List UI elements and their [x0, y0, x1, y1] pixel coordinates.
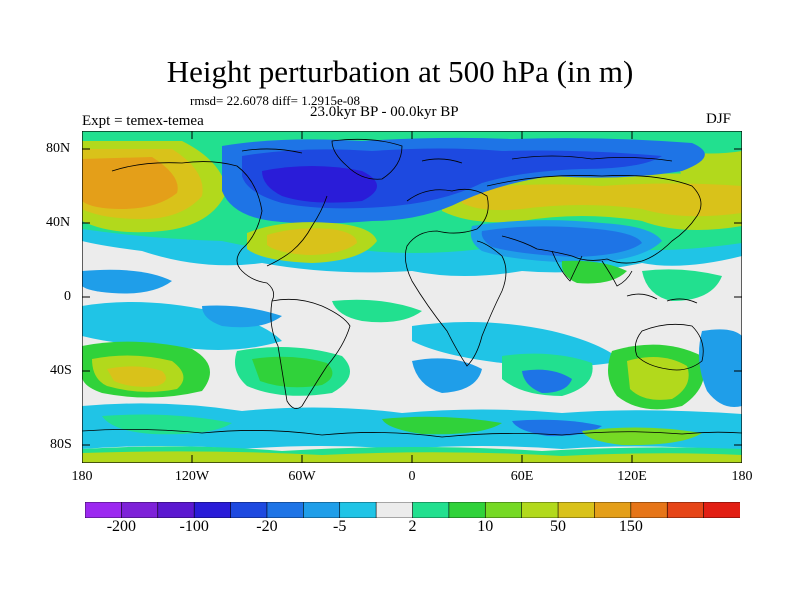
y-tick-label: 0: [64, 289, 71, 304]
colorbar-swatch: [630, 502, 669, 518]
season-label: DJF: [706, 111, 732, 127]
colorbar-swatch: [666, 502, 705, 518]
colorbar-swatch: [193, 502, 232, 518]
colorbar-swatch: [484, 502, 523, 518]
y-tick-label: 40S: [50, 363, 72, 378]
y-tick-label: 80N: [46, 141, 71, 156]
colorbar-swatch: [375, 502, 414, 518]
coastlines: [82, 138, 742, 438]
x-tick-label: 180: [71, 469, 93, 484]
colorbar-tick-label: 2: [408, 518, 417, 535]
stats-text: rmsd= 22.6078 diff= 1.2915e-08: [190, 93, 361, 108]
colorbar-swatch: [303, 502, 341, 518]
colorbar-swatch: [412, 502, 450, 518]
colorbar-swatch: [703, 502, 740, 518]
x-tick-label: 60W: [288, 469, 316, 484]
colorbar-swatch: [85, 502, 123, 518]
colorbar-swatch: [594, 502, 632, 518]
height-perturbation-map: [82, 131, 742, 463]
x-tick-label: 180: [731, 469, 753, 484]
colorbar-swatch: [157, 502, 195, 518]
colorbar-tick-label: 150: [618, 518, 643, 535]
colorbar-tick-label: 10: [477, 518, 494, 535]
x-tick-label: 120E: [617, 469, 647, 484]
colorbar-swatch: [339, 502, 377, 518]
colorbar-swatch: [448, 502, 487, 518]
period-label: 23.0kyr BP - 00.0kyr BP: [310, 104, 459, 120]
x-tick-label: 120W: [174, 469, 210, 484]
experiment-label: Expt = temex-temea: [82, 113, 204, 129]
colorbar-tick-label: 50: [550, 518, 567, 535]
colorbar-swatch: [121, 502, 159, 518]
map-title: Height perturbation at 500 hPa (in m): [166, 54, 634, 89]
x-tick-label: 0: [408, 469, 416, 484]
colorbar-swatch: [266, 502, 305, 518]
colorbar-tick-label: -20: [256, 518, 278, 535]
colorbar-swatch: [230, 502, 268, 518]
colorbar-swatch: [521, 502, 559, 518]
colorbar-tick-label: -5: [333, 518, 347, 535]
axis-ticks: [82, 131, 742, 463]
colorbar-tick-label: -100: [179, 518, 209, 535]
colorbar-tick-label: -200: [106, 518, 137, 535]
y-tick-label: 40N: [46, 215, 71, 230]
colorbar: [85, 502, 740, 518]
contour-fill-field: [82, 131, 742, 463]
y-tick-label: 80S: [50, 437, 72, 452]
colorbar-swatch: [557, 502, 596, 518]
x-tick-label: 60E: [510, 469, 534, 484]
